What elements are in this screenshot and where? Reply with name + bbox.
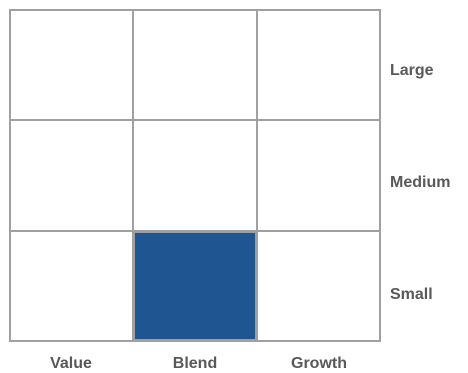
row-label-medium: Medium: [390, 174, 451, 191]
row-label-large: Large: [390, 62, 434, 79]
cell-small-value: [10, 230, 134, 341]
cell-medium-blend: [133, 120, 257, 231]
cell-small-blend: [133, 230, 257, 341]
col-label-blend: Blend: [172, 355, 218, 372]
cell-large-growth: [256, 10, 380, 121]
cell-small-growth: [256, 230, 380, 341]
cell-medium-growth: [256, 120, 380, 231]
row-label-small: Small: [390, 286, 433, 303]
cell-large-value: [10, 10, 134, 121]
col-label-value: Value: [50, 355, 92, 372]
cell-large-blend: [133, 10, 257, 121]
style-box-grid: [9, 9, 381, 342]
cell-medium-value: [10, 120, 134, 231]
col-label-growth: Growth: [291, 355, 347, 372]
